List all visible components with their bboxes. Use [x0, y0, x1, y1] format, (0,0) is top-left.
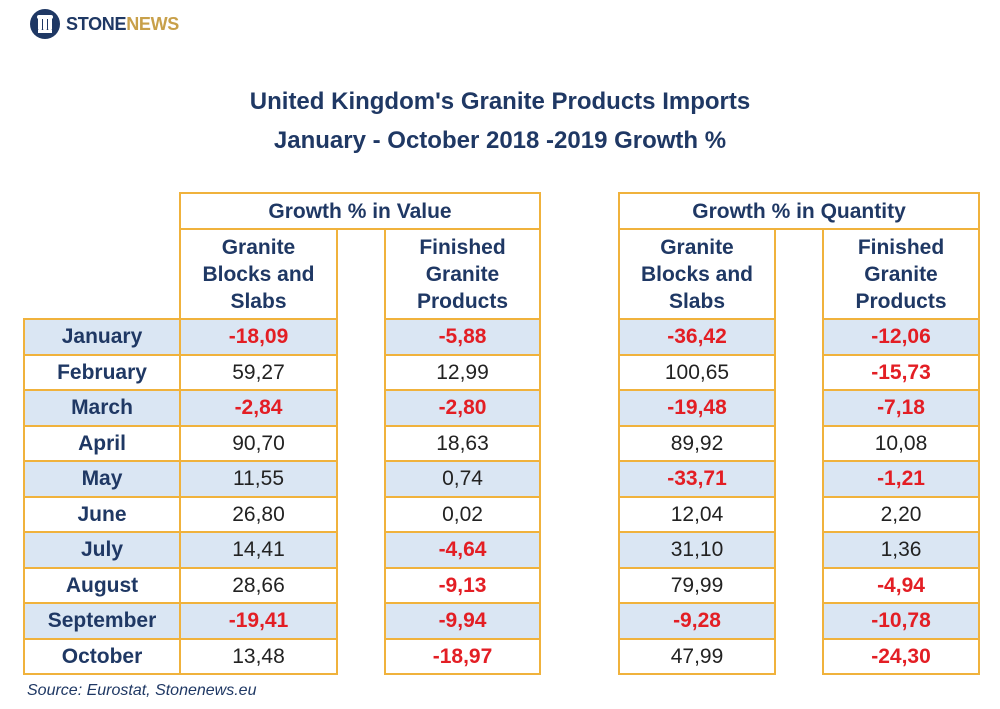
data-cell: 0,74 — [384, 460, 541, 498]
data-cell: -24,30 — [822, 638, 980, 675]
data-cell: -4,64 — [384, 531, 541, 569]
data-cell: 47,99 — [618, 638, 776, 675]
data-cell: -9,94 — [384, 602, 541, 640]
month-label: May — [23, 460, 181, 498]
data-cell: -12,06 — [822, 318, 980, 356]
data-cell: 1,36 — [822, 531, 980, 569]
column-header-line: Granite — [864, 262, 938, 286]
chart-subtitle: January - October 2018 -2019 Growth % — [273, 127, 727, 154]
data-cell: -9,28 — [618, 602, 776, 640]
month-label: February — [23, 354, 181, 391]
column-header-line: Slabs — [668, 289, 725, 313]
column-building-icon — [30, 9, 60, 39]
column-header-line: Slabs — [230, 289, 287, 313]
month-label: September — [23, 602, 181, 640]
data-cell: 90,70 — [179, 425, 338, 462]
data-cell: -2,80 — [384, 389, 541, 427]
stonenews-logo: STONENEWS — [30, 9, 179, 39]
data-cell: 28,66 — [179, 567, 338, 604]
data-cell: 18,63 — [384, 425, 541, 462]
chart-title: United Kingdom's Granite Products Import… — [249, 88, 751, 115]
data-cell: -33,71 — [618, 460, 776, 498]
group-header: Growth % in Quantity — [618, 192, 980, 230]
data-cell: 89,92 — [618, 425, 776, 462]
data-cell: -15,73 — [822, 354, 980, 391]
column-header-line: Finished — [419, 235, 506, 259]
data-cell: 26,80 — [179, 496, 338, 533]
data-cell: -1,21 — [822, 460, 980, 498]
column-header-line: Products — [855, 289, 947, 313]
data-cell: -19,48 — [618, 389, 776, 427]
source-note: Source: Eurostat, Stonenews.eu — [27, 682, 257, 699]
column-header-line: Granite — [425, 262, 500, 286]
logo-text: STONENEWS — [66, 13, 179, 34]
data-cell: 100,65 — [618, 354, 776, 391]
data-cell: -2,84 — [179, 389, 338, 427]
data-cell: 59,27 — [179, 354, 338, 391]
month-label: July — [23, 531, 181, 569]
data-cell: 10,08 — [822, 425, 980, 462]
data-cell: -18,97 — [384, 638, 541, 675]
data-cell: -5,88 — [384, 318, 541, 356]
data-cell: -19,41 — [179, 602, 338, 640]
month-label: April — [23, 425, 181, 462]
data-cell: 13,48 — [179, 638, 338, 675]
column-header: Granite Blocks and Slabs — [618, 228, 776, 320]
column-header: Finished Granite Products — [822, 228, 980, 320]
month-label: August — [23, 567, 181, 604]
group-header: Growth % in Value — [179, 192, 541, 230]
column-header-line: Blocks and — [202, 262, 315, 286]
data-cell: 0,02 — [384, 496, 541, 533]
data-cell: 31,10 — [618, 531, 776, 569]
data-cell: -10,78 — [822, 602, 980, 640]
data-cell: 12,04 — [618, 496, 776, 533]
data-cell: 11,55 — [179, 460, 338, 498]
month-label: June — [23, 496, 181, 533]
data-cell: -4,94 — [822, 567, 980, 604]
data-cell: -9,13 — [384, 567, 541, 604]
column-header-line: Granite — [221, 235, 296, 259]
month-label: January — [23, 318, 181, 356]
data-cell: 79,99 — [618, 567, 776, 604]
column-header: Granite Blocks and Slabs — [179, 228, 338, 320]
month-label: October — [23, 638, 181, 675]
data-cell: -18,09 — [179, 318, 338, 356]
column-header: Finished Granite Products — [384, 228, 541, 320]
data-cell: 2,20 — [822, 496, 980, 533]
data-cell: -7,18 — [822, 389, 980, 427]
month-label: March — [23, 389, 181, 427]
column-header-line: Products — [416, 289, 508, 313]
data-cell: 14,41 — [179, 531, 338, 569]
column-header-line: Finished — [857, 235, 945, 259]
column-header-line: Granite — [660, 235, 734, 259]
data-cell: 12,99 — [384, 354, 541, 391]
column-header-line: Blocks and — [640, 262, 754, 286]
data-cell: -36,42 — [618, 318, 776, 356]
